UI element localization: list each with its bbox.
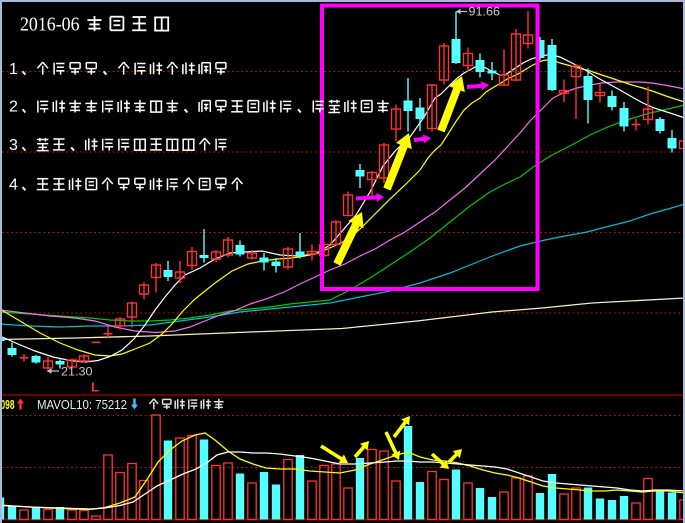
svg-text:1: 1 — [9, 61, 18, 78]
svg-text:91.66: 91.66 — [469, 5, 501, 19]
svg-text:098: 098 — [1, 397, 15, 412]
svg-text:3: 3 — [9, 137, 18, 154]
svg-text:4: 4 — [9, 177, 18, 194]
svg-text:L: L — [91, 380, 99, 395]
svg-text:2016-06: 2016-06 — [20, 14, 80, 36]
svg-text:MAVOL10: 75212: MAVOL10: 75212 — [37, 397, 127, 412]
svg-text:2: 2 — [9, 99, 18, 116]
svg-text:21.30: 21.30 — [61, 365, 93, 379]
